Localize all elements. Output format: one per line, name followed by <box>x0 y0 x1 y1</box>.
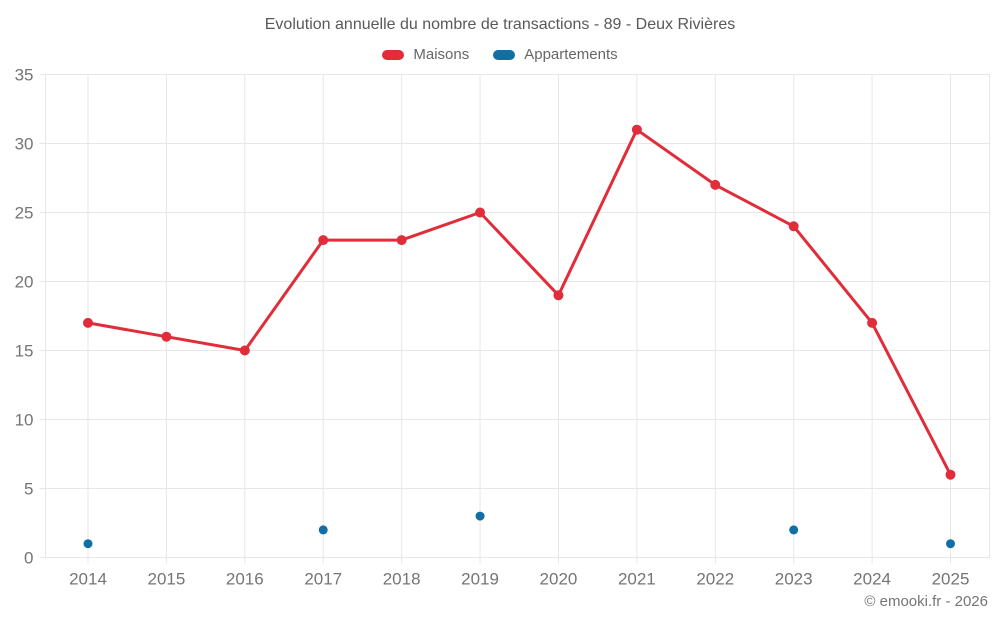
appartements-legend-swatch-icon <box>493 49 516 60</box>
data-point-appartements[interactable] <box>946 539 955 549</box>
x-axis-tick-label: 2016 <box>226 570 264 589</box>
x-axis-tick-label: 2017 <box>304 570 342 589</box>
y-axis-tick-label: 15 <box>15 342 34 361</box>
y-axis-tick-label: 10 <box>15 411 34 430</box>
data-point-maisons[interactable] <box>710 179 721 190</box>
data-point-appartements[interactable] <box>83 539 93 549</box>
legend-item-maisons[interactable]: Maisons <box>382 46 469 63</box>
chart-title: Evolution annuelle du nombre de transact… <box>264 16 736 33</box>
y-axis-tick-label: 25 <box>15 204 34 223</box>
data-point-appartements[interactable] <box>789 525 799 535</box>
data-point-maisons[interactable] <box>945 469 956 480</box>
x-axis-tick-label: 2015 <box>147 570 185 589</box>
data-point-maisons[interactable] <box>475 207 486 218</box>
copyright-footer: © emooki.fr - 2026 <box>864 593 988 610</box>
y-axis-tick-label: 35 <box>15 66 34 85</box>
data-point-maisons[interactable] <box>239 345 250 356</box>
data-point-maisons[interactable] <box>631 124 642 135</box>
y-axis-tick-label: 20 <box>15 273 34 292</box>
y-axis-tick-label: 5 <box>24 480 33 499</box>
chart-legend: Maisons Appartements <box>0 46 1000 63</box>
x-axis-tick-label: 2024 <box>853 570 891 589</box>
x-axis-tick-label: 2019 <box>461 570 499 589</box>
x-axis-tick-label: 2018 <box>383 570 421 589</box>
data-point-maisons[interactable] <box>83 317 93 328</box>
data-point-maisons[interactable] <box>161 331 172 342</box>
y-axis-tick-label: 0 <box>24 549 33 568</box>
x-axis-tick-label: 2022 <box>696 570 734 589</box>
data-point-maisons[interactable] <box>788 221 799 232</box>
maisons-legend-swatch-icon <box>382 49 405 60</box>
legend-label-maisons: Maisons <box>413 46 470 63</box>
data-point-appartements[interactable] <box>475 511 485 521</box>
x-axis-tick-label: 2021 <box>618 570 656 589</box>
data-point-appartements[interactable] <box>318 525 328 535</box>
legend-item-appartements[interactable]: Appartements <box>493 46 618 63</box>
x-axis-tick-label: 2023 <box>775 570 813 589</box>
data-point-maisons[interactable] <box>867 317 878 328</box>
data-point-maisons[interactable] <box>396 235 407 246</box>
x-axis-tick-label: 2020 <box>540 570 578 589</box>
series-line-maisons <box>86 128 952 477</box>
x-axis-tick-label: 2014 <box>69 570 107 589</box>
data-point-maisons[interactable] <box>553 290 564 301</box>
x-axis-tick-label: 2025 <box>932 570 970 589</box>
data-point-maisons[interactable] <box>318 235 329 246</box>
y-axis-tick-label: 30 <box>15 135 34 154</box>
legend-label-appartements: Appartements <box>524 46 618 63</box>
